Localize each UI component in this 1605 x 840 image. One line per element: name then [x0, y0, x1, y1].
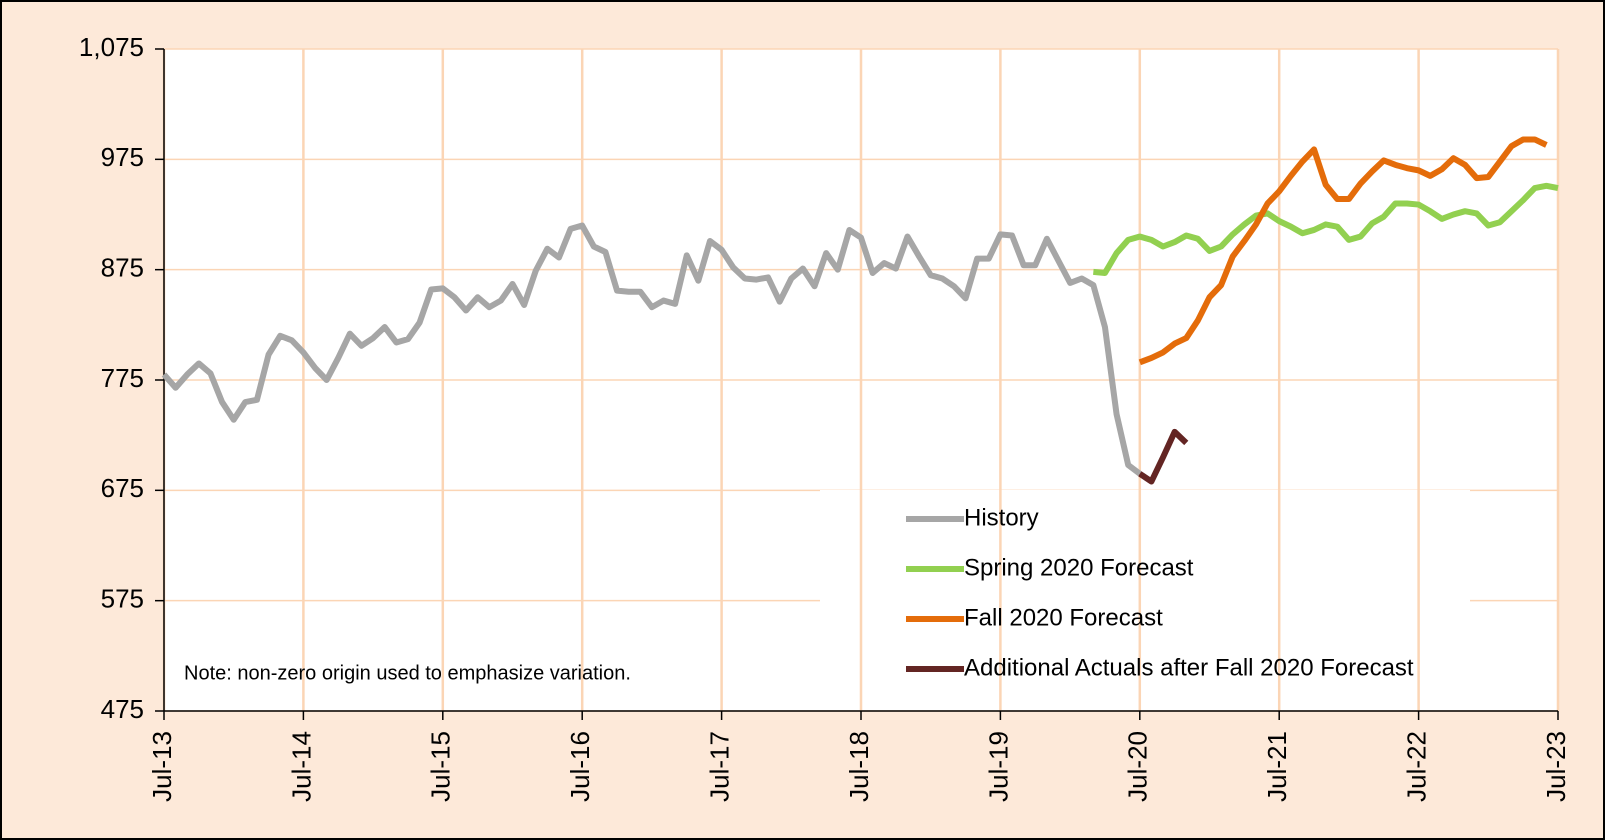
- x-tick-label: Jul-22: [1401, 731, 1431, 802]
- series-line: [1138, 428, 1189, 485]
- legend-label: Spring 2020 Forecast: [964, 554, 1194, 581]
- y-tick-label: 775: [101, 363, 144, 393]
- x-tick-label: Jul-20: [1123, 731, 1153, 802]
- x-tick-label: Jul-15: [426, 731, 456, 802]
- lines: [161, 136, 1559, 485]
- x-tick-label: Jul-14: [286, 731, 316, 802]
- y-tick-label: 575: [101, 584, 144, 614]
- series-line: [161, 222, 1142, 477]
- legend-label: Additional Actuals after Fall 2020 Forec…: [964, 654, 1414, 681]
- x-tick-label: Jul-13: [147, 731, 177, 802]
- axes: 475 575 675 775 875 975 1,075 Jul-13 Jul-14 Jul-1…: [79, 32, 1571, 802]
- y-tick-label: 975: [101, 142, 144, 172]
- note: Note: non-zero origin used to emphasize …: [184, 662, 631, 684]
- y-tick-label: 675: [101, 473, 144, 503]
- series-line: [1138, 136, 1548, 366]
- y-tick-label: 875: [101, 253, 144, 283]
- y-tick-label: 475: [101, 694, 144, 724]
- legend-label: Fall 2020 Forecast: [964, 604, 1163, 631]
- x-tick-label: Jul-16: [565, 731, 595, 802]
- x-tick-label: Jul-18: [844, 731, 874, 802]
- x-tick-label: Jul-17: [704, 731, 734, 802]
- legend: History Spring 2020 Forecast Fall 2020 For…: [906, 504, 1414, 681]
- series-line: [1093, 182, 1559, 276]
- y-tick-label: 1,075: [79, 32, 144, 62]
- x-tick-label: Jul-23: [1541, 731, 1571, 802]
- x-tick-label: Jul-19: [983, 731, 1013, 802]
- x-tick-label: Jul-21: [1262, 731, 1292, 802]
- legend-label: History: [964, 504, 1039, 531]
